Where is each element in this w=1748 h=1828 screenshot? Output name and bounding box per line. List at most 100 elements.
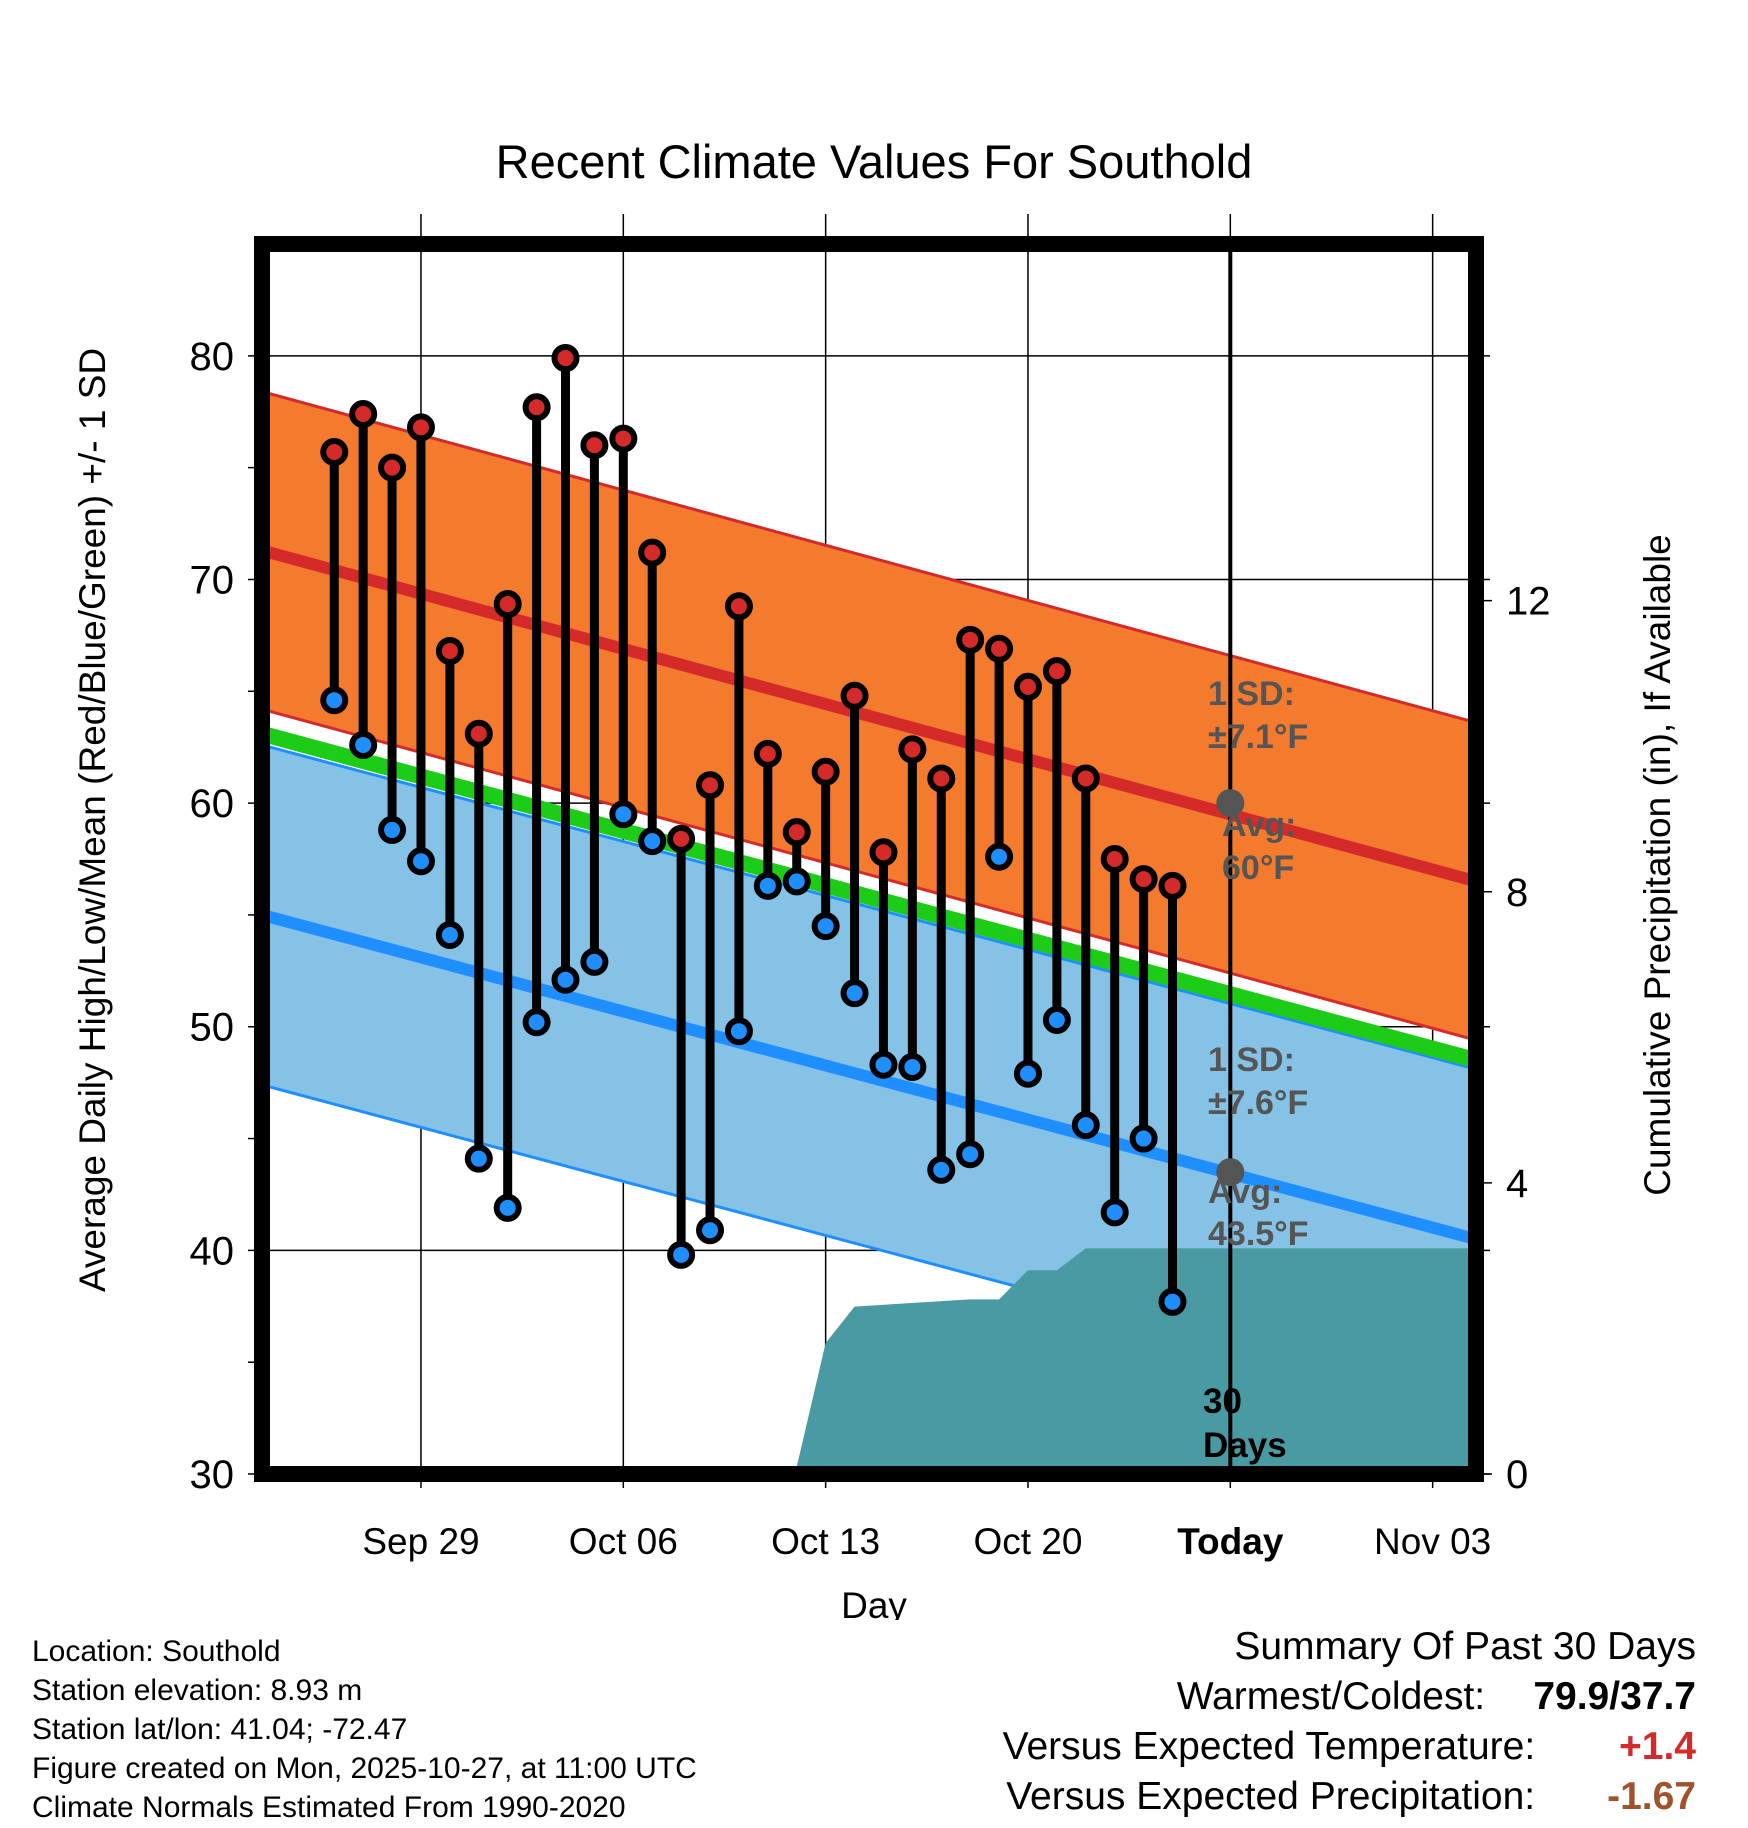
daily-low-point <box>1100 1198 1129 1227</box>
daily-high-point <box>1158 871 1187 900</box>
warmest-coldest-label: Warmest/Coldest: <box>1176 1675 1486 1718</box>
daily-high-point <box>927 764 956 793</box>
high-avg-marker <box>1216 789 1245 818</box>
daily-low-point <box>493 1193 522 1222</box>
daily-low-point <box>406 847 435 876</box>
precipitation-area <box>262 1248 1476 1474</box>
daily-low-point <box>1190 0 1212 11</box>
daily-low-point <box>609 800 638 829</box>
low-sd-label: 1 SD: <box>1208 1041 1295 1079</box>
station-location: Location: Southold <box>32 1635 281 1668</box>
daily-low-point <box>522 1008 551 1037</box>
daily-high-point <box>638 538 667 567</box>
daily-high-point <box>753 739 782 768</box>
daily-low-point <box>782 867 811 896</box>
y-tick-label: 80 <box>190 335 235 379</box>
daily-high-point <box>1071 764 1100 793</box>
daily-high-point <box>840 681 869 710</box>
summary-panel: Summary Of Past 30 Days Warmest/Coldest:… <box>1003 1622 1696 1822</box>
station-latlon: Station lat/lon: 41.04; -72.47 <box>32 1713 408 1746</box>
daily-high-point <box>956 625 985 654</box>
daily-high-point <box>320 437 349 466</box>
daily-high-point <box>1042 657 1071 686</box>
daily-low-point <box>349 730 378 759</box>
daily-high-point <box>349 399 378 428</box>
daily-low-point <box>580 947 609 976</box>
low-sd-value: ±7.6°F <box>1208 1084 1308 1122</box>
daily-high-point <box>1129 865 1158 894</box>
daily-high-point <box>696 771 725 800</box>
daily-low-point <box>869 1050 898 1079</box>
y-tick-label: 70 <box>190 558 235 602</box>
x-tick-label: Today <box>1177 1521 1284 1562</box>
summary-warmest-coldest: Warmest/Coldest: 79.9/37.7 <box>1003 1672 1696 1722</box>
climate-chart: Recent Climate Values For Southold 1 SD:… <box>72 0 1678 1620</box>
daily-high-point <box>551 344 580 373</box>
high-sd-band-upper-edge <box>262 390 1476 725</box>
daily-low-point <box>1013 1059 1042 1088</box>
daily-low-point <box>898 1052 927 1081</box>
y-axis-label-left: Average Daily High/Low/Mean (Red/Blue/Gr… <box>72 348 113 1292</box>
daily-high-point <box>782 818 811 847</box>
daily-high-point <box>1190 0 1212 11</box>
daily-high-point <box>667 824 696 853</box>
x-tick-label: Nov 03 <box>1374 1521 1491 1562</box>
x-tick-label: Sep 29 <box>362 1521 479 1562</box>
daily-low-point <box>956 1140 985 1169</box>
precip-tick-label: 12 <box>1506 580 1551 624</box>
daily-high-point <box>378 453 407 482</box>
daily-high-point <box>985 634 1014 663</box>
normal-high-line <box>262 544 1476 888</box>
daily-low-point <box>1158 1287 1187 1316</box>
precip-tick-label: 0 <box>1506 1453 1528 1497</box>
high-sd-band-lower-edge <box>262 707 1476 1042</box>
daily-low-point <box>753 871 782 900</box>
low-avg-marker <box>1216 1158 1245 1187</box>
high-avg-label: Avg: <box>1222 806 1296 844</box>
daily-high-point <box>724 592 753 621</box>
plot-area <box>262 0 1476 1474</box>
high-sd-value: ±7.1°F <box>1208 718 1308 756</box>
temperature-label: Versus Expected Temperature: <box>1002 1725 1536 1768</box>
precip-tick-label: 4 <box>1506 1162 1528 1206</box>
daily-low-point <box>1071 1111 1100 1140</box>
daily-low-point <box>840 979 869 1008</box>
days-label: Days <box>1203 1426 1287 1465</box>
y-tick-label: 40 <box>190 1229 235 1273</box>
days-count-label: 30 <box>1203 1382 1242 1421</box>
x-tick-label: Oct 20 <box>973 1521 1082 1562</box>
daily-high-point <box>464 719 493 748</box>
precip-tick-label: 8 <box>1506 871 1528 915</box>
daily-high-point <box>406 413 435 442</box>
daily-low-point <box>696 1216 725 1245</box>
daily-low-point <box>927 1155 956 1184</box>
warmest-coldest-value: 79.9/37.7 <box>1533 1675 1696 1718</box>
precipitation-anomaly-value: -1.67 <box>1607 1775 1696 1818</box>
chart-title: Recent Climate Values For Southold <box>496 135 1253 188</box>
daily-low-point <box>1042 1006 1071 1035</box>
high-sd-label: 1 SD: <box>1208 675 1295 713</box>
daily-high-point <box>493 590 522 619</box>
plot-frame <box>254 236 1484 1482</box>
summary-precipitation: Versus Expected Precipitation: -1.67 <box>1003 1772 1696 1822</box>
station-info: Location: Southold Station elevation: 8.… <box>32 1632 697 1827</box>
daily-high-point <box>435 637 464 666</box>
x-axis-label: Day <box>841 1585 907 1620</box>
precipitation-label: Versus Expected Precipitation: <box>1006 1775 1536 1818</box>
daily-low-point <box>320 686 349 715</box>
daily-high-point <box>609 424 638 453</box>
station-elevation: Station elevation: 8.93 m <box>32 1674 363 1707</box>
climate-normals: Climate Normals Estimated From 1990-2020 <box>32 1791 626 1824</box>
summary-temperature: Versus Expected Temperature: +1.4 <box>1003 1722 1696 1772</box>
y-tick-label: 30 <box>190 1453 235 1497</box>
daily-low-point <box>724 1017 753 1046</box>
figure-created: Figure created on Mon, 2025-10-27, at 11… <box>32 1752 697 1785</box>
daily-high-point <box>580 431 609 460</box>
daily-high-point <box>898 735 927 764</box>
low-avg-value: 43.5°F <box>1208 1215 1309 1253</box>
daily-high-point <box>811 757 840 786</box>
y-axis-label-right: Cumulative Precipitation (in), If Availa… <box>1637 534 1678 1196</box>
daily-high-point <box>869 838 898 867</box>
low-sd-band-upper-edge <box>262 743 1476 1071</box>
temperature-anomaly-value: +1.4 <box>1619 1725 1696 1768</box>
